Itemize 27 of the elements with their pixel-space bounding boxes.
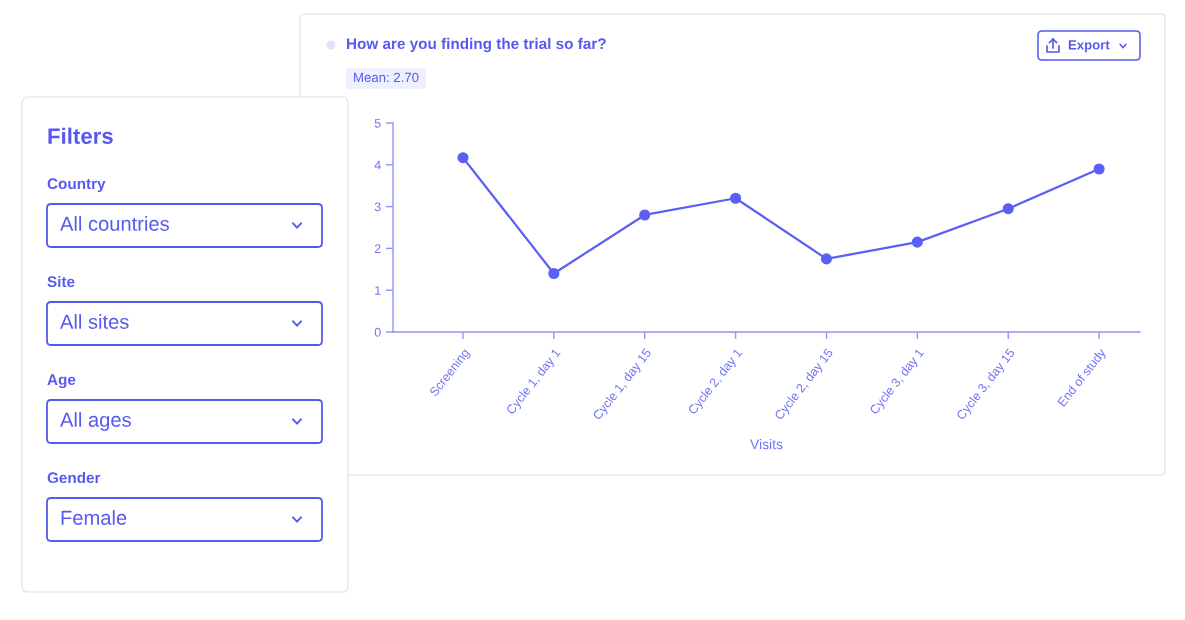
point <box>820 253 833 265</box>
y-tick-label: 2 <box>374 244 381 253</box>
text: All ages <box>60 412 131 431</box>
y-tick-label: 1 <box>375 286 381 295</box>
y-tick-label: 4 <box>374 160 381 170</box>
text: Mean: 2.70 <box>354 72 419 83</box>
point <box>457 152 469 164</box>
y-tick-label: 3 <box>374 202 381 212</box>
text: Female <box>61 510 127 525</box>
text: Age <box>47 374 76 389</box>
text: All sites <box>60 314 129 329</box>
text: Site <box>47 275 75 288</box>
y-tick-label: 5 <box>374 118 381 128</box>
text: Country <box>47 178 106 193</box>
y-tick-label: 0 <box>374 327 381 337</box>
point <box>639 209 651 221</box>
text: Filters <box>48 127 113 144</box>
text: All countries <box>60 216 169 231</box>
point <box>1093 163 1105 175</box>
x-axis-title: Visits <box>750 439 783 450</box>
chart-title: How are you finding the trial so far? <box>347 37 606 53</box>
point <box>730 192 742 204</box>
text: Export <box>1068 40 1110 53</box>
point <box>548 267 560 280</box>
point <box>1002 203 1014 215</box>
text: Gender <box>47 471 101 484</box>
point <box>911 236 923 248</box>
